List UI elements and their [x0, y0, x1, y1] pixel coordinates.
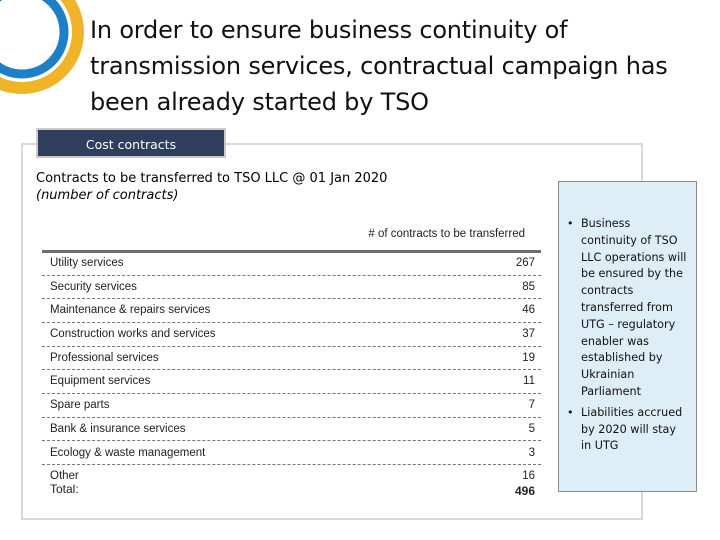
side-note-item: Liabilities accrued by 2020 will stay in… — [567, 405, 688, 455]
row-value: 46 — [522, 304, 535, 317]
row-label: Bank & insurance services — [50, 422, 186, 435]
table-row: Spare parts 7 — [42, 395, 541, 418]
tab-cost-contracts[interactable]: Cost contracts — [36, 128, 226, 158]
table-row: Equipment services 11 — [42, 371, 541, 394]
table-subtitle: Contracts to be transferred to TSO LLC @… — [36, 170, 387, 204]
row-label: Maintenance & repairs services — [50, 304, 211, 317]
table-row: Bank & insurance services 5 — [42, 419, 541, 442]
table-row: Security services 85 — [42, 277, 541, 300]
table-note: (number of contracts) — [36, 188, 179, 203]
side-note-item: Business continuity of TSO LLC operation… — [567, 216, 688, 401]
table-row: Construction works and services 37 — [42, 324, 541, 347]
row-value: 11 — [523, 375, 535, 388]
table-row: Professional services 19 — [42, 348, 541, 371]
row-value: 37 — [522, 328, 535, 341]
header-divider — [42, 250, 541, 253]
row-value: 7 — [528, 399, 535, 412]
contracts-table: Utility services 267 Security services 8… — [42, 253, 541, 489]
company-logo-icon — [0, 0, 84, 94]
slide-title: In order to ensure business continuity o… — [90, 16, 668, 116]
row-value: 3 — [528, 446, 535, 459]
total-value: 496 — [514, 484, 535, 498]
row-value: 267 — [515, 257, 535, 269]
table-row: Maintenance & repairs services 46 — [42, 300, 541, 323]
row-value: 19 — [522, 351, 535, 364]
total-label: Total: — [50, 482, 79, 496]
table-row: Ecology & waste management 3 — [42, 443, 541, 465]
table-heading: Contracts to be transferred to TSO LLC @… — [36, 171, 388, 186]
side-notes-list: Business continuity of TSO LLC operation… — [567, 216, 688, 455]
table-row: Other 16 — [42, 466, 541, 488]
total-row: Total: 496 — [42, 482, 541, 500]
row-label: Other — [50, 470, 79, 483]
row-label: Equipment services — [50, 375, 151, 388]
table-row: Utility services 267 — [42, 253, 541, 276]
row-label: Ecology & waste management — [50, 446, 206, 459]
column-header: # of contracts to be transferred — [368, 228, 525, 240]
row-label: Utility services — [50, 257, 124, 269]
row-value: 16 — [522, 470, 535, 483]
row-label: Security services — [50, 280, 137, 293]
cost-contracts-panel — [21, 143, 643, 520]
row-value: 85 — [522, 280, 535, 293]
row-label: Spare parts — [50, 399, 110, 412]
row-label: Professional services — [50, 351, 159, 364]
row-value: 5 — [528, 422, 535, 435]
side-notes-box: Business continuity of TSO LLC operation… — [558, 181, 697, 492]
row-label: Construction works and services — [50, 328, 216, 341]
